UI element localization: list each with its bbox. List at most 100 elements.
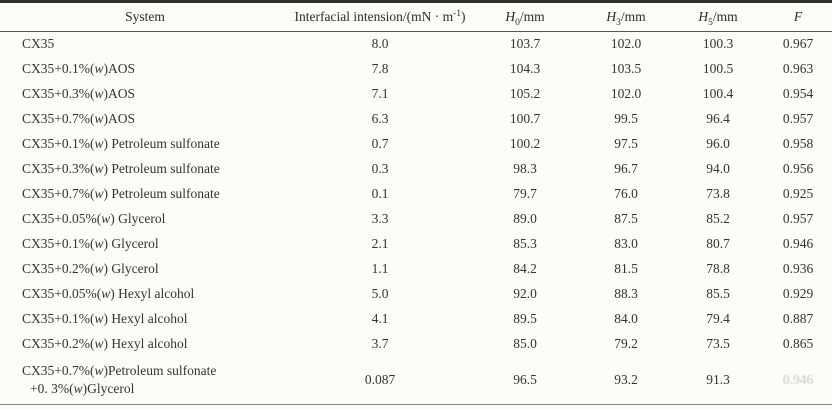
cell-tension: 7.8 xyxy=(371,61,389,76)
cell-h5: 85.5 xyxy=(706,286,730,301)
cell-h5: 96.0 xyxy=(706,136,730,151)
cell-system: CX35+0.05%(w) Glycerol xyxy=(0,207,290,232)
system-line: CX35+0.1%(w) Hexyl alcohol xyxy=(22,310,188,326)
table-body: CX35 8.0 103.7 102.0 100.3 0.967 CX35+0.1%(w)A… xyxy=(0,32,832,405)
cell-tension: 4.1 xyxy=(371,311,389,326)
cell-f: 0.887 xyxy=(782,311,814,326)
system-line: CX35+0.7%(w)Petroleum sulfonate xyxy=(22,363,217,379)
cell-system: CX35 xyxy=(0,32,290,57)
cell-system: CX35+0.3%(w) Petroleum sulfonate xyxy=(0,157,290,182)
cell-f: 0.967 xyxy=(782,36,814,52)
cell-h3: 103.5 xyxy=(610,61,642,76)
cell-system: CX35+0.2%(w) Glycerol xyxy=(0,257,290,282)
cell-f: 0.963 xyxy=(782,61,814,76)
cell-h0: 104.3 xyxy=(509,61,541,76)
cell-h0: 79.7 xyxy=(513,186,537,201)
cell-h0: 89.0 xyxy=(513,211,537,226)
cell-system: CX35+0.1%(w) Hexyl alcohol xyxy=(0,307,290,332)
cell-h3: 102.0 xyxy=(610,86,642,101)
cell-h0: 100.7 xyxy=(509,111,541,126)
cell-tension: 6.3 xyxy=(371,111,389,126)
table-row: CX35+0.3%(w)AOS 7.1 105.2 102.0 100.4 0.954 xyxy=(0,82,832,107)
cell-f: 0.936 xyxy=(782,261,814,276)
cell-tension: 5.0 xyxy=(371,286,389,301)
header-cell-h0: H0/mm xyxy=(505,9,545,28)
table-row: CX35+0.7%(w) Petroleum sulfonate 0.1 79.7 7… xyxy=(0,182,832,207)
cell-tension: 3.3 xyxy=(371,211,389,226)
cell-h5: 80.7 xyxy=(706,236,730,251)
cell-tension: 3.7 xyxy=(371,336,389,351)
table-row: CX35+0.05%(w) Hexyl alcohol 5.0 92.0 88.3 85… xyxy=(0,282,832,307)
header-cell-tension: Interfacial intension/(mN · m-1) xyxy=(294,9,466,24)
cell-tension: 7.1 xyxy=(371,86,389,101)
cell-f: 0.957 xyxy=(782,211,814,226)
table-row: CX35+0.3%(w) Petroleum sulfonate 0.3 98.3 9… xyxy=(0,157,832,182)
cell-system: CX35+0.05%(w) Hexyl alcohol xyxy=(0,282,290,307)
cell-h3: 97.5 xyxy=(614,136,638,151)
cell-system: CX35+0.1%(w) Petroleum sulfonate xyxy=(0,132,290,157)
system-line: CX35+0.05%(w) Hexyl alcohol xyxy=(22,285,195,301)
table-row: CX35+0.1%(w) Petroleum sulfonate 0.7 100.2… xyxy=(0,132,832,157)
cell-h0: 100.2 xyxy=(509,136,541,151)
cell-tension: 2.1 xyxy=(371,236,389,251)
cell-h5: 73.8 xyxy=(706,186,730,201)
table-row: CX35+0.1%(w) Hexyl alcohol 4.1 89.5 84.0 79.… xyxy=(0,307,832,332)
table-row: CX35+0.2%(w) Glycerol 1.1 84.2 81.5 78.8 0.93… xyxy=(0,257,832,282)
header-cell-system: System xyxy=(125,9,165,24)
system-line: CX35+0.2%(w) Hexyl alcohol xyxy=(22,335,188,351)
system-line: CX35+0.7%(w)AOS xyxy=(22,110,136,126)
cell-h3: 93.2 xyxy=(614,372,638,388)
cell-h5: 85.2 xyxy=(706,211,730,226)
header-cell-h5: H5/mm xyxy=(698,9,738,28)
cell-h5: 100.3 xyxy=(702,36,734,52)
header-cell-h3: H3/mm xyxy=(606,9,646,28)
cell-h0: 84.2 xyxy=(513,261,537,276)
cell-h5: 79.4 xyxy=(706,311,730,326)
cell-system: CX35+0.3%(w)AOS xyxy=(0,82,290,107)
cell-h3: 96.7 xyxy=(614,161,638,176)
cell-h3: 102.0 xyxy=(610,36,642,52)
cell-h5: 96.4 xyxy=(706,111,730,126)
cell-f: 0.957 xyxy=(782,111,814,126)
cell-system: CX35+0.7%(w) Petroleum sulfonate xyxy=(0,182,290,207)
cell-f: 0.865 xyxy=(782,336,814,351)
cell-h0: 98.3 xyxy=(513,161,537,176)
header-cell-f: F xyxy=(793,9,803,24)
table-header: System Interfacial intension/(mN · m-1) H0… xyxy=(0,1,832,32)
table-row: CX35+0.1%(w)AOS 7.8 104.3 103.5 100.5 0.963 xyxy=(0,57,832,82)
cell-h0: 85.0 xyxy=(513,336,537,351)
table-row: CX35+0.7%(w)Petroleum sulfonate +0. 3%(w)… xyxy=(0,357,832,405)
header-row: System Interfacial intension/(mN · m-1) H0… xyxy=(0,1,832,32)
cell-f: 0.956 xyxy=(782,161,814,176)
table-row: CX35+0.1%(w) Glycerol 2.1 85.3 83.0 80.7 0.94… xyxy=(0,232,832,257)
cell-f: 0.946 xyxy=(782,236,814,251)
system-line: CX35+0.1%(w) Glycerol xyxy=(22,235,159,251)
cell-f: 0.958 xyxy=(782,136,814,151)
cell-h3: 99.5 xyxy=(614,111,638,126)
system-line: CX35 xyxy=(22,36,55,52)
cell-tension: 0.7 xyxy=(371,136,389,151)
cell-h0: 105.2 xyxy=(509,86,541,101)
cell-h5: 73.5 xyxy=(706,336,730,351)
system-line: CX35+0.7%(w) Petroleum sulfonate xyxy=(22,185,220,201)
system-line: CX35+0.3%(w) Petroleum sulfonate xyxy=(22,160,220,176)
cell-h5: 91.3 xyxy=(706,372,730,388)
cell-tension: 8.0 xyxy=(371,36,389,52)
cell-h5: 100.4 xyxy=(702,86,734,101)
cell-system: CX35+0.1%(w)AOS xyxy=(0,57,290,82)
cell-h0: 85.3 xyxy=(513,236,537,251)
cell-f: 0.954 xyxy=(782,86,814,101)
cell-h5: 100.5 xyxy=(702,61,734,76)
cell-f: 0.946 xyxy=(782,372,814,388)
cell-h3: 87.5 xyxy=(614,211,638,226)
system-line: CX35+0.1%(w) Petroleum sulfonate xyxy=(22,135,220,151)
cell-h5: 78.8 xyxy=(706,261,730,276)
system-line: CX35+0.3%(w)AOS xyxy=(22,85,136,101)
cell-h0: 96.5 xyxy=(513,372,537,388)
cell-h3: 84.0 xyxy=(614,311,638,326)
system-line: CX35+0.2%(w) Glycerol xyxy=(22,260,159,276)
cell-tension: 0.1 xyxy=(371,186,389,201)
cell-f: 0.929 xyxy=(782,286,814,301)
cell-h3: 83.0 xyxy=(614,236,638,251)
